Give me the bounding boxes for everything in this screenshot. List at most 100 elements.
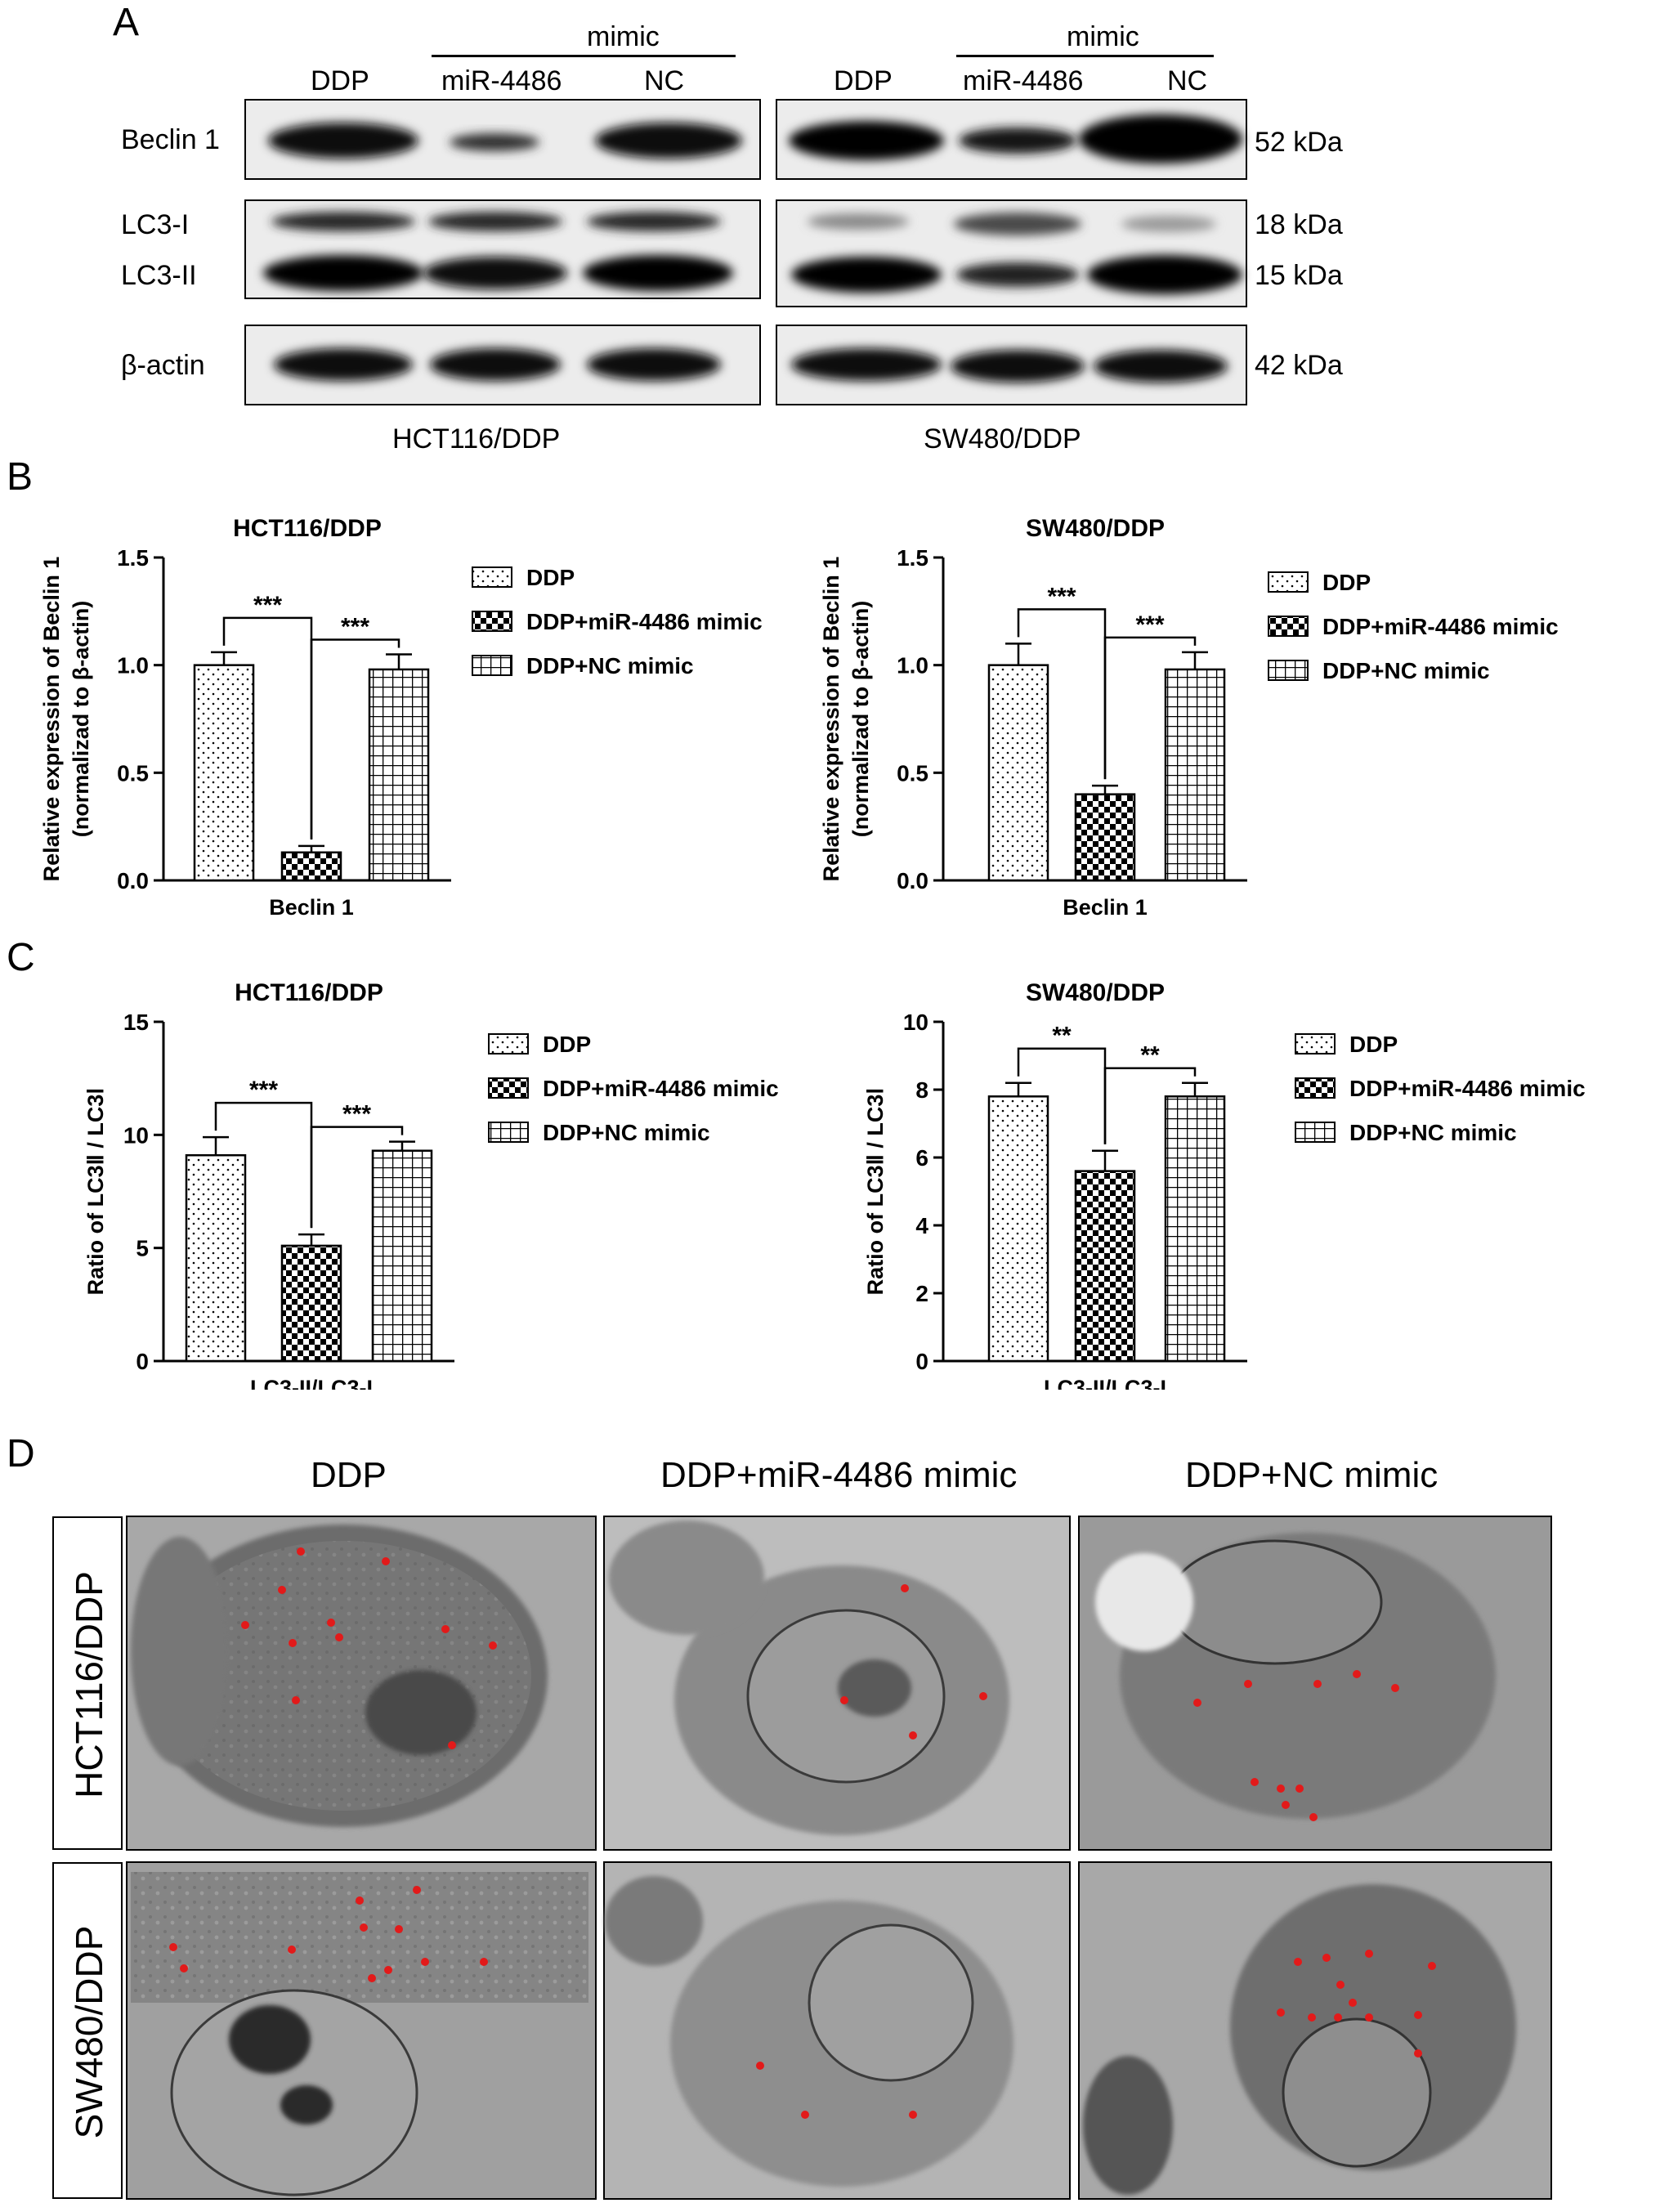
panel-b-label: B bbox=[7, 455, 34, 499]
chart-bar-C-right-2 bbox=[1164, 1095, 1226, 1363]
chart-legend-label-C-left-2: DDP+NC mimic bbox=[543, 1120, 710, 1145]
chart-sig-label-B-right-0: *** bbox=[1047, 583, 1076, 610]
chart-x-label-C-right: LC3-II/LC3-I bbox=[1044, 1376, 1166, 1390]
chart-x-label-B-left: Beclin 1 bbox=[269, 895, 354, 920]
chart-sig-label-B-left-0: *** bbox=[253, 592, 282, 619]
chart-legend-swatch-B-right-2 bbox=[1268, 660, 1309, 681]
chart-bar-B-left-2 bbox=[368, 668, 430, 882]
lane-label-right-2: miR-4486 bbox=[963, 65, 1084, 96]
size-label-18: 18 kDa bbox=[1255, 209, 1343, 240]
chart-legend-swatch-C-left-2 bbox=[488, 1122, 529, 1143]
chart-legend-label-B-left-1: DDP+miR-4486 mimic bbox=[526, 609, 763, 634]
chart-title-C-left: HCT116/DDP bbox=[235, 979, 383, 1006]
chart-sig-label-B-right-1: *** bbox=[1135, 611, 1164, 638]
chart-title-B-right: SW480/DDP bbox=[1026, 515, 1165, 542]
lane-label-left-3: NC bbox=[644, 65, 685, 96]
chart-y-tick-label-B-left-3: 1.5 bbox=[117, 545, 149, 571]
chart-y-tick-label-C-right-3: 6 bbox=[915, 1145, 928, 1171]
em-column-title-nc: DDP+NC mimic bbox=[1185, 1455, 1439, 1495]
chart-bar-B-right-2 bbox=[1164, 668, 1226, 882]
chart-legend-label-C-left-0: DDP bbox=[543, 1032, 591, 1057]
blot-lc3-right bbox=[776, 199, 1247, 307]
chart-legend-swatch-B-left-2 bbox=[472, 655, 512, 676]
em-column-title-ddp: DDP bbox=[311, 1455, 387, 1495]
lane-label-right-1: DDP bbox=[834, 65, 893, 96]
chart-legend-swatch-C-right-2 bbox=[1295, 1122, 1336, 1143]
chart-y-label-B-right-0: Relative expression of Beclin 1 bbox=[819, 557, 843, 882]
chart-y-tick-label-B-left-1: 0.5 bbox=[117, 760, 149, 786]
size-label-52: 52 kDa bbox=[1255, 127, 1343, 158]
chart-bar-C-right-1 bbox=[1074, 1170, 1136, 1363]
cell-line-label-sw480: SW480/DDP bbox=[924, 423, 1081, 454]
chart-y-label-C-right-0: Ratio of LC3Ⅱ / LC3Ⅰ bbox=[863, 1088, 888, 1296]
chart-y-tick-label-B-left-0: 0.0 bbox=[117, 868, 149, 893]
chart-y-tick-label-C-right-4: 8 bbox=[915, 1077, 928, 1103]
chart-y-tick-label-C-left-2: 10 bbox=[123, 1122, 149, 1148]
chart-legend-swatch-B-right-1 bbox=[1268, 616, 1309, 637]
chart-y-tick-label-B-right-0: 0.0 bbox=[897, 868, 928, 893]
chart-legend-label-B-right-2: DDP+NC mimic bbox=[1322, 658, 1490, 683]
chart-bar-B-right-1 bbox=[1074, 793, 1136, 882]
chart-legend-label-C-right-2: DDP+NC mimic bbox=[1349, 1120, 1517, 1145]
chart-y-tick-label-C-right-0: 0 bbox=[915, 1349, 928, 1374]
chart-sig-bracket-B-left-1 bbox=[310, 638, 400, 840]
blot-beclin1-right bbox=[776, 99, 1247, 180]
em-row-label-box-hct116: HCT116/DDP bbox=[52, 1516, 123, 1850]
chart-bar-C-left-0 bbox=[185, 1153, 247, 1363]
blot-actin-left bbox=[244, 325, 761, 405]
chart-legend-swatch-C-left-1 bbox=[488, 1077, 529, 1099]
size-label-15: 15 kDa bbox=[1255, 260, 1343, 291]
chart-y-tick-label-B-left-2: 1.0 bbox=[117, 653, 149, 678]
chart-bar-C-left-1 bbox=[280, 1244, 342, 1363]
bar-charts: HCT116/DDP 0.0 0.5 1.0 1.5 Relative expressio… bbox=[39, 515, 1586, 1390]
protein-label-lc3-ii: LC3-II bbox=[121, 260, 197, 291]
chart-bar-B-left-1 bbox=[280, 851, 342, 882]
chart-sig-bracket-C-left-1 bbox=[310, 1126, 404, 1229]
blot-lc3-left bbox=[244, 199, 761, 299]
chart-y-tick-label-C-right-5: 10 bbox=[903, 1010, 928, 1035]
chart-y-tick-label-C-left-0: 0 bbox=[136, 1349, 149, 1374]
chart-legend-label-C-left-1: DDP+miR-4486 mimic bbox=[543, 1076, 779, 1101]
chart-sig-label-C-left-0: *** bbox=[249, 1077, 278, 1104]
chart-y-tick-label-B-right-3: 1.5 bbox=[897, 545, 928, 571]
lane-label-left-2: miR-4486 bbox=[441, 65, 562, 96]
chart-sig-bracket-B-right-1 bbox=[1103, 636, 1197, 780]
cell-line-label-hct116: HCT116/DDP bbox=[392, 423, 561, 454]
em-row-label-box-sw480: SW480/DDP bbox=[52, 1862, 123, 2199]
chart-y-label-C-left-0: Ratio of LC3Ⅱ / LC3Ⅰ bbox=[83, 1088, 108, 1296]
chart-y-tick-label-B-right-1: 0.5 bbox=[897, 760, 928, 786]
chart-bar-C-right-0 bbox=[987, 1095, 1049, 1363]
chart-legend-swatch-B-left-0 bbox=[472, 566, 512, 588]
em-image-sw480-nc bbox=[1078, 1861, 1552, 2200]
chart-y-tick-label-B-right-2: 1.0 bbox=[897, 653, 928, 678]
chart-y-label-B-left-0: Relative expression of Beclin 1 bbox=[39, 557, 64, 882]
mimic-label-right: mimic bbox=[1067, 21, 1139, 52]
panel-a-label: A bbox=[113, 1, 140, 44]
chart-legend-label-B-left-2: DDP+NC mimic bbox=[526, 653, 694, 678]
chart-y-label-B-left-1: (normalizad to β-actin) bbox=[69, 601, 93, 838]
chart-sig-label-C-right-1: ** bbox=[1140, 1042, 1160, 1069]
blot-actin-right bbox=[776, 325, 1247, 405]
chart-legend-swatch-C-right-0 bbox=[1295, 1033, 1336, 1055]
chart-legend-label-B-right-0: DDP bbox=[1322, 570, 1371, 595]
chart-bar-B-left-0 bbox=[193, 664, 255, 882]
chart-sig-bracket-C-right-1 bbox=[1103, 1067, 1197, 1144]
western-blot-images bbox=[244, 99, 1247, 405]
chart-sig-label-C-right-0: ** bbox=[1052, 1023, 1072, 1050]
protein-label-lc3-i: LC3-I bbox=[121, 209, 190, 240]
protein-label-beta-actin: β-actin bbox=[121, 350, 205, 381]
chart-legend-label-C-right-1: DDP+miR-4486 mimic bbox=[1349, 1076, 1586, 1101]
chart-y-label-B-right-1: (normalizad to β-actin) bbox=[848, 601, 873, 838]
chart-y-tick-label-C-right-1: 2 bbox=[915, 1281, 928, 1306]
lane-label-right-3: NC bbox=[1167, 65, 1208, 96]
chart-legend-label-B-right-1: DDP+miR-4486 mimic bbox=[1322, 614, 1559, 639]
size-label-42: 42 kDa bbox=[1255, 350, 1343, 381]
chart-sig-label-C-left-1: *** bbox=[342, 1101, 371, 1128]
chart-legend-label-C-right-0: DDP bbox=[1349, 1032, 1398, 1057]
em-image-hct116-ddp bbox=[126, 1516, 597, 1851]
chart-title-B-left: HCT116/DDP bbox=[233, 515, 382, 542]
mimic-line-left bbox=[432, 55, 736, 57]
em-image-hct116-mir4486 bbox=[603, 1516, 1071, 1851]
chart-bar-B-right-0 bbox=[987, 664, 1049, 882]
